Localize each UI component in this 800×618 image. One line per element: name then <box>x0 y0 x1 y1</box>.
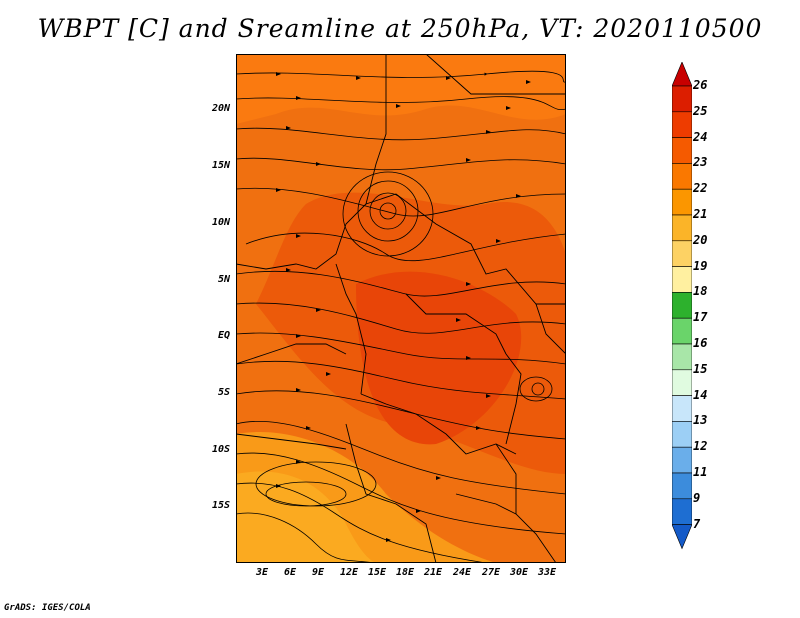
colorbar-swatch <box>672 292 692 319</box>
lat-label: 5S <box>217 387 230 398</box>
wbpt-streamline-map <box>236 54 566 563</box>
wbpt-field-cooler-southwest <box>236 471 376 563</box>
colorbar-level-label: 9 <box>693 490 701 505</box>
grads-credit: GrADS: IGES/COLA <box>4 603 91 613</box>
colorbar-level-label: 18 <box>693 284 708 299</box>
colorbar-level-label: 24 <box>693 129 708 144</box>
colorbar-level-label: 11 <box>693 465 708 479</box>
colorbar-level-label: 15 <box>693 361 708 376</box>
colorbar-swatch <box>672 266 692 293</box>
lon-label: 9E <box>312 567 325 578</box>
lon-label: 12E <box>340 567 359 578</box>
colorbar-top-triangle <box>672 62 692 87</box>
colorbar-swatch <box>672 317 692 345</box>
colorbar-bottom-triangle <box>672 524 692 550</box>
lon-label: 33E <box>538 567 557 578</box>
colorbar-swatch <box>672 85 692 113</box>
lat-label: 5N <box>217 274 230 285</box>
colorbar-swatch <box>672 472 692 500</box>
colorbar <box>672 62 692 550</box>
map-title: WBPT [C] and Sreamline at 250hPa, VT: 20… <box>37 14 763 43</box>
colorbar-level-label: 20 <box>693 232 708 247</box>
colorbar-level-label: 26 <box>693 78 708 92</box>
lon-label: 30E <box>510 567 529 578</box>
colorbar-swatch <box>672 498 692 525</box>
colorbar-level-label: 12 <box>693 439 708 454</box>
colorbar-level-label: 22 <box>693 181 708 196</box>
lat-label: EQ <box>217 330 230 341</box>
colorbar-swatch <box>672 111 692 138</box>
streamlines <box>236 70 566 563</box>
lat-label: 20N <box>211 103 230 114</box>
wbpt-field-warm-north <box>236 54 566 124</box>
lon-label: 24E <box>453 567 472 578</box>
lat-label: 15N <box>211 160 230 171</box>
lon-label: 15E <box>368 567 387 578</box>
colorbar-level-label: 21 <box>693 207 708 221</box>
colorbar-swatch <box>672 369 692 396</box>
colorbar-level-label: 16 <box>693 336 708 350</box>
colorbar-level-label: 25 <box>693 103 708 118</box>
colorbar-swatch <box>672 446 692 474</box>
lat-label: 15S <box>211 500 230 511</box>
country-borders <box>236 54 566 563</box>
colorbar-level-label: 7 <box>693 516 701 531</box>
lon-label: 21E <box>424 567 443 578</box>
streamline-arrows <box>276 72 531 542</box>
colorbar-level-label: 13 <box>693 413 708 428</box>
colorbar-swatch <box>672 137 692 164</box>
lon-label: 18E <box>396 567 415 578</box>
colorbar-level-label: 23 <box>693 155 708 170</box>
colorbar-swatch <box>672 343 692 371</box>
lat-label: 10S <box>211 444 230 455</box>
colorbar-swatch <box>672 163 692 190</box>
colorbar-level-label: 14 <box>693 387 708 402</box>
lon-label: 6E <box>284 567 297 578</box>
lat-label: 10N <box>211 217 230 228</box>
colorbar-swatch <box>672 395 692 422</box>
colorbar-swatch <box>672 188 692 216</box>
colorbar-swatch <box>672 214 692 242</box>
colorbar-level-label: 17 <box>693 310 708 325</box>
colorbar-swatch <box>672 421 692 448</box>
colorbar-swatch <box>672 240 692 267</box>
colorbar-level-label: 19 <box>693 258 708 273</box>
lon-label: 27E <box>482 567 501 578</box>
lon-label: 3E <box>256 567 269 578</box>
